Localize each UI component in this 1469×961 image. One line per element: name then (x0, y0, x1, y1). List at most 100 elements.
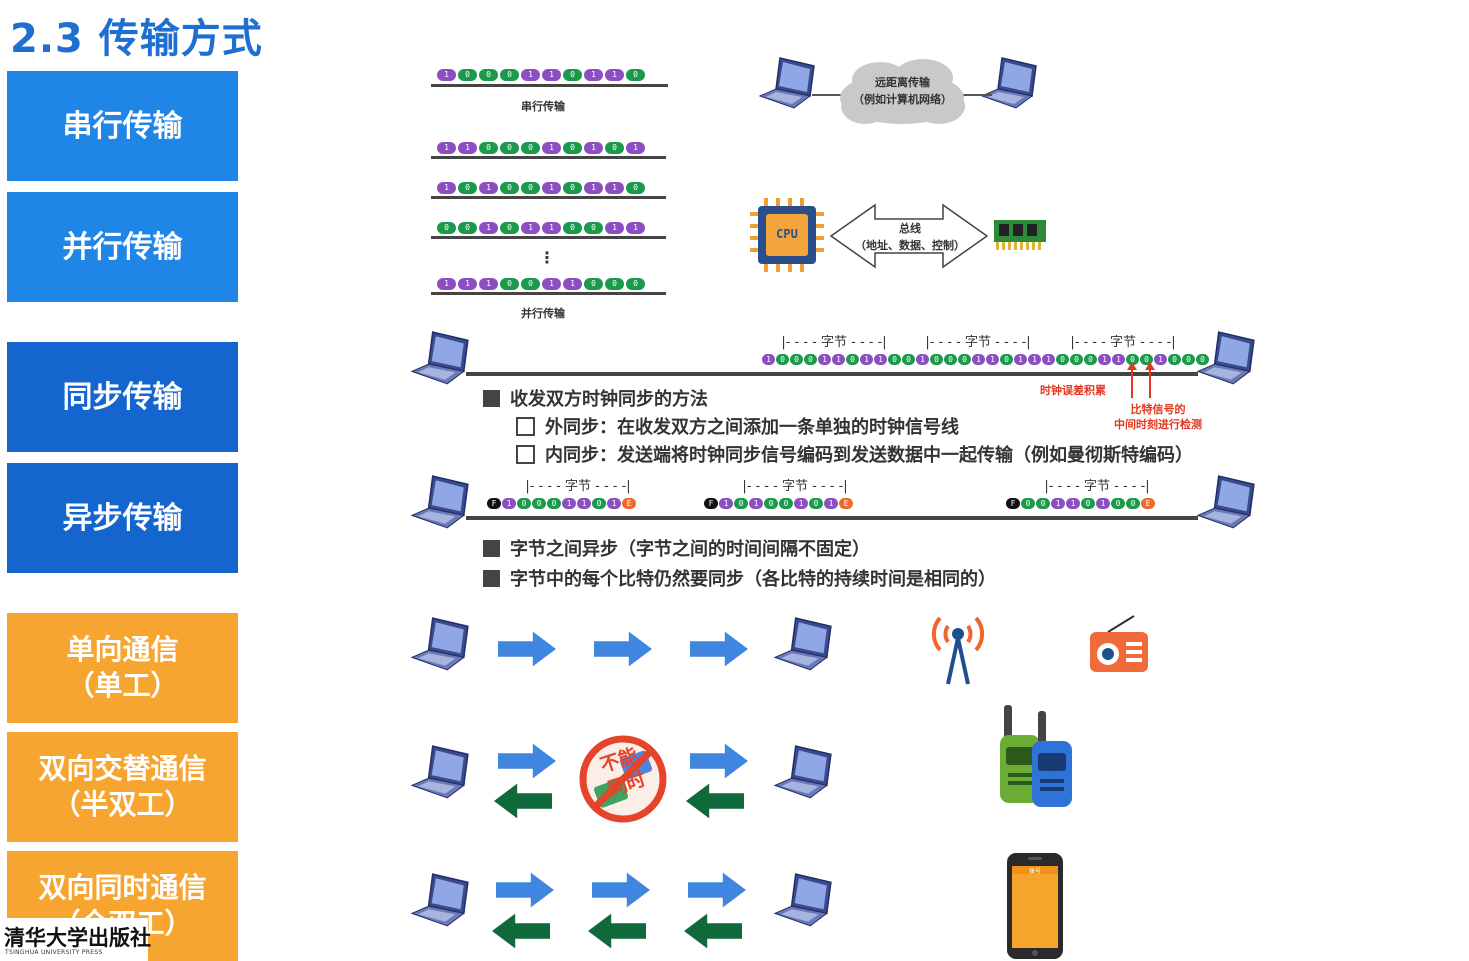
arrow-left-icon (686, 783, 744, 819)
arrow-right-icon (496, 872, 554, 908)
network-link (812, 94, 842, 96)
async-bullet-2: 字节中的每个比特仍然要同步（各比特的持续时间是相同的） (483, 565, 996, 591)
sidebar-item-serial[interactable]: 串行传输 (7, 71, 238, 181)
memory-icon (994, 220, 1046, 250)
parallel-wire (431, 196, 666, 199)
bit-cell: 0 (521, 142, 540, 154)
laptop-icon (410, 474, 472, 532)
arrow-left-icon (588, 913, 646, 949)
bit-cell: 1 (1042, 354, 1055, 365)
arrow-left-icon (492, 913, 550, 949)
sidebar-item-half-duplex[interactable]: 双向交替通信 （半双工） (7, 732, 238, 842)
bit-cell: 0 (734, 498, 748, 509)
laptop-icon (410, 330, 472, 388)
bit-cell: 0 (1126, 498, 1140, 509)
clock-error-label: 时钟误差积累 (1040, 384, 1106, 397)
bit-cell: 0 (1000, 354, 1013, 365)
bit-cell: 1 (437, 182, 456, 194)
laptop-icon (980, 56, 1040, 112)
bit-cell: 0 (458, 222, 477, 234)
arrow-right-icon (690, 631, 748, 667)
arrow-right-icon (690, 743, 748, 779)
bit-cell: 1 (542, 222, 561, 234)
laptop-icon (773, 744, 835, 802)
stop-bit: E (839, 498, 853, 509)
bit-cell: 1 (584, 69, 603, 81)
byte-marker: |- - - - 字节 - - - -| (1070, 335, 1176, 350)
bit-cell: 0 (902, 354, 915, 365)
bit-cell: 1 (584, 142, 603, 154)
bit-cell: 0 (500, 142, 519, 154)
parallel-wire (431, 156, 666, 159)
bit-cell: 0 (605, 142, 624, 154)
bit-cell: 1 (437, 278, 456, 290)
bit-cell: 1 (762, 354, 775, 365)
bit-cell: 1 (1154, 354, 1167, 365)
sidebar-item-simplex[interactable]: 单向通信 （单工） (7, 613, 238, 723)
laptop-icon (773, 616, 835, 674)
checkbox-icon (516, 444, 535, 464)
cloud-label: 远距离传输 （例如计算机网络） (853, 76, 952, 106)
sidebar-item-parallel[interactable]: 并行传输 (7, 192, 238, 302)
bit-cell: 0 (1056, 354, 1069, 365)
serial-caption: 串行传输 (521, 100, 565, 113)
stop-bit: E (1141, 498, 1155, 509)
laptop-icon (410, 872, 472, 930)
arrow-right-icon (498, 631, 556, 667)
arrow-right-icon (498, 743, 556, 779)
byte-marker: |- - - - 字节 - - - -| (925, 335, 1031, 350)
bit-cell: 0 (1168, 354, 1181, 365)
bus-label: 总线 （地址、数据、控制） (855, 222, 965, 252)
bus-double-arrow (829, 203, 989, 269)
bit-cell: 0 (500, 182, 519, 194)
bit-cell: 0 (1084, 354, 1097, 365)
bit-cell: 0 (563, 182, 582, 194)
bit-cell: 1 (626, 222, 645, 234)
bit-cell: 1 (605, 69, 624, 81)
bit-cell: 0 (458, 69, 477, 81)
bit-cell: 1 (1051, 498, 1065, 509)
bit-cell: 0 (1196, 354, 1209, 365)
laptop-icon (410, 616, 472, 674)
sidebar-item-sync[interactable]: 同步传输 (7, 342, 238, 452)
arrow-left-icon (494, 783, 552, 819)
arrow-right-icon (688, 872, 746, 908)
bit-cell: 0 (1081, 498, 1095, 509)
bit-cell: 1 (749, 498, 763, 509)
detect-label: 比特信号的 中间时刻进行检测 (1114, 403, 1202, 432)
bit-cell: 1 (1096, 498, 1110, 509)
bit-cell: 0 (958, 354, 971, 365)
bit-cell: 1 (479, 182, 498, 194)
stop-bit: E (622, 498, 636, 509)
laptop-icon (410, 744, 472, 802)
start-bit: F (487, 498, 501, 509)
sidebar-item-label: 单向通信 (66, 632, 179, 666)
page-title: 2.3 传输方式 (10, 16, 263, 62)
bullet-square-icon (483, 569, 500, 587)
bit-cell: 0 (547, 498, 561, 509)
bit-cell: 0 (521, 278, 540, 290)
bit-cell: 0 (930, 354, 943, 365)
laptop-icon (758, 56, 818, 112)
bit-cell: 1 (916, 354, 929, 365)
bit-cell: 1 (719, 498, 733, 509)
bit-cell: 1 (542, 182, 561, 194)
bit-cell: 1 (794, 498, 808, 509)
bit-cell: 1 (458, 278, 477, 290)
sidebar-item-label: 异步传输 (62, 500, 183, 536)
bit-cell: 1 (1066, 498, 1080, 509)
bit-cell: 0 (1182, 354, 1195, 365)
arrow-left-icon (684, 913, 742, 949)
bit-cell: 0 (592, 498, 606, 509)
bit-cell: 0 (500, 69, 519, 81)
bit-cell: 1 (479, 222, 498, 234)
bit-cell: 0 (584, 278, 603, 290)
bit-cell: 1 (563, 278, 582, 290)
bit-cell: 1 (605, 222, 624, 234)
sidebar-item-label: 串行传输 (62, 108, 183, 144)
bit-cell: 1 (542, 69, 561, 81)
sidebar-item-async[interactable]: 异步传输 (7, 463, 238, 573)
sidebar-item-sublabel: （半双工） (52, 788, 193, 821)
